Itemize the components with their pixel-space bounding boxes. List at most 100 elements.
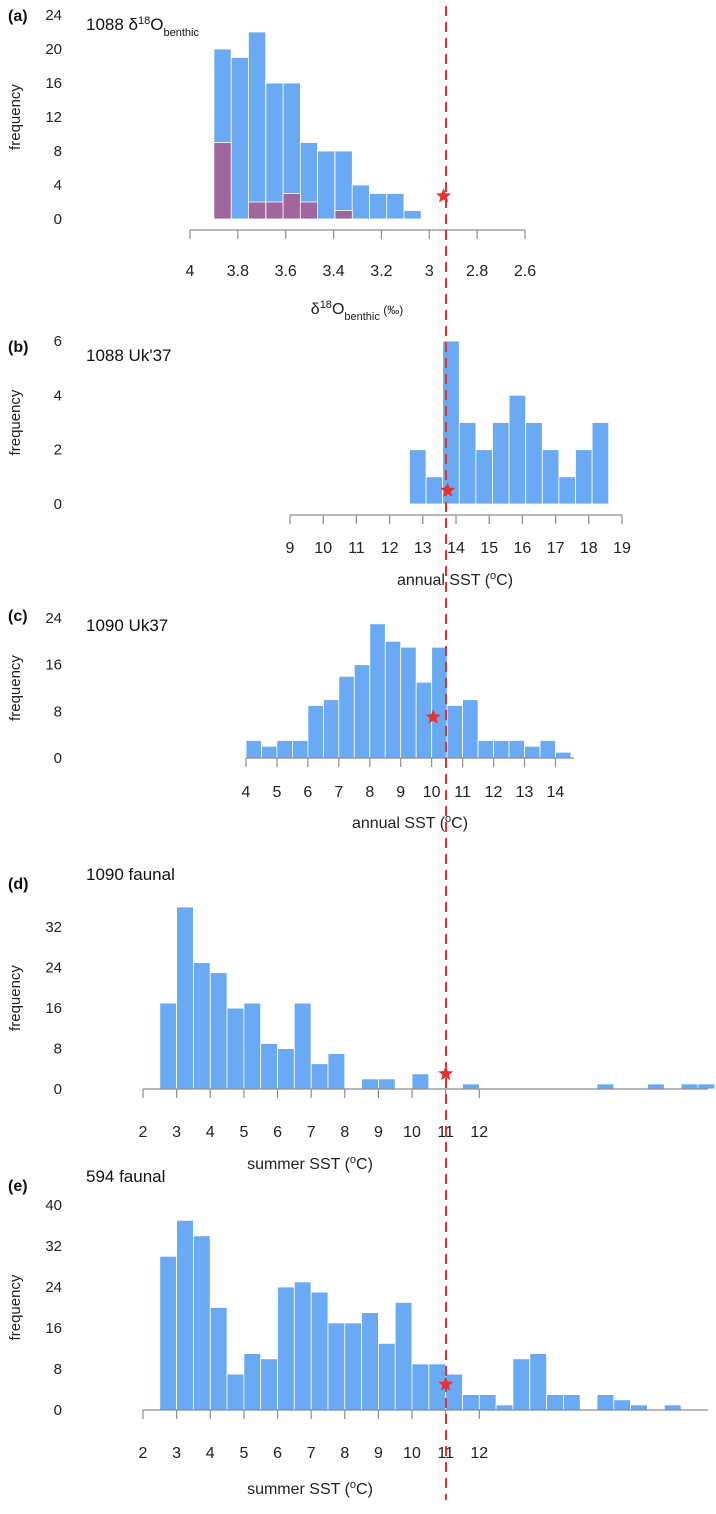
- x-tick-label: 6: [273, 1124, 282, 1141]
- histogram-bar: [260, 1043, 278, 1090]
- histogram-bar: [369, 623, 386, 759]
- histogram-bar: [495, 1404, 514, 1411]
- histogram-bar: [192, 962, 211, 1090]
- y-tick-label: 32: [45, 1238, 62, 1255]
- x-axis-label-part: o: [445, 813, 451, 825]
- y-tick-label: 24: [45, 7, 62, 24]
- panel-letter: (c): [8, 608, 28, 625]
- panel-e: 0 8 16 24 32 40 frequency (e) 594 faunal 2 3 4 5 6 7 8 9…: [7, 1167, 708, 1498]
- y-tick-label: 2: [54, 442, 62, 459]
- x-tick-label: 5: [239, 1445, 248, 1462]
- x-tick-label: 4: [206, 1445, 215, 1462]
- histogram-bar: [344, 1322, 362, 1411]
- x-axis-label-part: δ: [311, 301, 320, 318]
- histogram-bar: [524, 745, 541, 759]
- histogram-bar: [508, 740, 525, 759]
- histogram-bar: [351, 184, 370, 220]
- x-axis-label-part: C): [356, 1481, 373, 1498]
- histogram-bar: [596, 1394, 615, 1411]
- histogram-bar: [475, 449, 493, 505]
- y-tick-label: 20: [45, 41, 62, 58]
- y-tick-label: 16: [45, 75, 62, 92]
- histogram-bar: [431, 646, 448, 759]
- histogram-bar: [209, 972, 228, 1090]
- histogram-bar: [334, 150, 353, 220]
- y-tick-label: 8: [54, 143, 62, 160]
- histogram-bar: [446, 705, 464, 759]
- y-tick-label: 32: [45, 919, 62, 936]
- panel-letter: (e): [8, 1178, 28, 1195]
- x-axis-label-part: summer SST (: [247, 1481, 351, 1498]
- x-axis-label-part: 18: [320, 299, 332, 311]
- histogram-bar: [409, 449, 427, 505]
- x-tick-label: 14: [447, 540, 465, 557]
- y-axis-label: frequency: [7, 965, 24, 1031]
- histogram-bar: [415, 681, 433, 759]
- x-axis-label: δ18Obenthic (‰): [311, 299, 403, 323]
- star-icon: [425, 709, 441, 724]
- histogram-bar: [159, 1002, 178, 1090]
- histogram-bar-subset: [282, 193, 301, 220]
- x-tick-label: 2: [139, 1124, 148, 1141]
- x-tick-label: 4: [186, 263, 195, 280]
- x-tick-label: 12: [485, 784, 503, 801]
- x-tick-label: 3.2: [370, 263, 392, 280]
- x-tick-label: 19: [613, 540, 631, 557]
- histogram-bar: [265, 82, 284, 220]
- x-tick-label: 10: [423, 784, 441, 801]
- histogram-bar: [525, 422, 543, 505]
- x-tick-label: 4: [242, 784, 251, 801]
- histogram-bar: [176, 1220, 194, 1411]
- x-tick-label: 10: [314, 540, 332, 557]
- panel-letter: (a): [8, 8, 28, 25]
- histogram-bar-subset: [299, 201, 318, 220]
- panel-letter: (d): [8, 876, 28, 893]
- histogram-bar: [226, 1373, 245, 1411]
- panel-title: 1088 Uk'37: [86, 346, 171, 365]
- x-axis-label-part: C): [496, 572, 513, 589]
- histogram-bar: [176, 906, 194, 1090]
- histogram-bar: [630, 1404, 648, 1411]
- x-tick-label: 9: [396, 784, 405, 801]
- x-tick-label: 5: [239, 1124, 248, 1141]
- x-tick-label: 6: [273, 1445, 282, 1462]
- histogram-bar: [512, 1358, 531, 1411]
- x-tick-label: 9: [374, 1445, 383, 1462]
- histogram-bar: [477, 740, 495, 759]
- histogram-bar: [276, 740, 293, 759]
- x-tick-label: 13: [414, 540, 432, 557]
- histogram-bar: [291, 740, 309, 759]
- x-tick-label: 10: [403, 1445, 421, 1462]
- y-tick-label: 24: [45, 610, 62, 627]
- histogram-bar: [327, 1053, 346, 1090]
- x-tick-label: 9: [286, 540, 295, 557]
- y-tick-label: 16: [45, 1320, 62, 1337]
- histogram-bar: [293, 1281, 312, 1411]
- histogram-bar: [546, 1394, 564, 1411]
- histogram-bar: [260, 1358, 278, 1411]
- x-tick-label: 3: [172, 1124, 181, 1141]
- panel-title-part: 1088 δ: [86, 15, 138, 34]
- panel-title: 1090 faunal: [86, 865, 175, 884]
- histogram-bar: [386, 193, 405, 220]
- histogram-bar: [209, 1307, 228, 1411]
- x-tick-label: 8: [340, 1445, 349, 1462]
- x-tick-label: 2.8: [466, 263, 488, 280]
- x-axis-label-part: o: [490, 570, 496, 582]
- x-tick-label: 3: [425, 263, 434, 280]
- x-axis-label: summer SST (oC): [247, 1479, 373, 1498]
- x-axis-label-part: benthic: [344, 311, 380, 323]
- histogram-bar: [245, 740, 262, 759]
- histogram-bar: [159, 1255, 178, 1411]
- histogram-bar: [307, 705, 324, 759]
- x-tick-label: 16: [514, 540, 532, 557]
- x-axis-label-part: C): [451, 815, 468, 832]
- x-axis-label-part: O: [332, 301, 344, 318]
- x-tick-label: 3.8: [227, 263, 249, 280]
- histogram-bar: [458, 422, 477, 505]
- histogram-bar: [411, 1363, 430, 1411]
- panel-b: 0 2 4 6 frequency (b) 1088 Uk'37 9 10 11 12 13 14 15 1…: [7, 333, 631, 589]
- y-tick-label: 16: [45, 1000, 62, 1017]
